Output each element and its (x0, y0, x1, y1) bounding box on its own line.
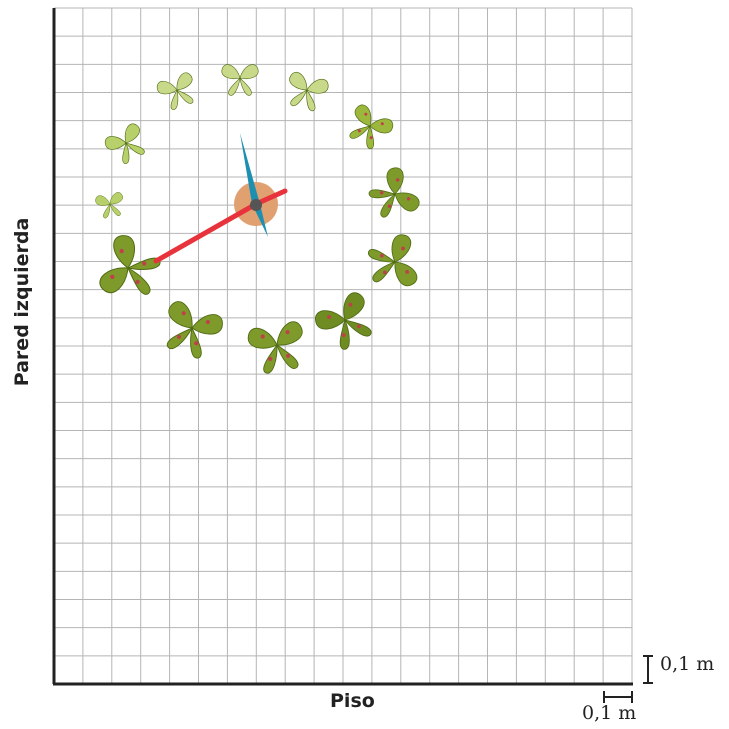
butterfly-spot (285, 330, 290, 335)
left-wall-label: Pared izquierda (11, 217, 33, 387)
butterfly (102, 121, 152, 169)
butterfly (154, 70, 201, 113)
butterfly-spot (194, 341, 199, 346)
butterfly-spot (379, 253, 384, 258)
butterfly-spot (176, 334, 181, 339)
butterfly (341, 102, 396, 154)
butterfly-spot (142, 261, 147, 266)
butterfly-spot (341, 333, 346, 338)
floor-label: Piso (330, 690, 375, 712)
butterfly-spot (379, 190, 384, 195)
horizontal-scale-label: 0,1 m (582, 702, 637, 724)
butterfly-spot (268, 356, 273, 361)
butterfly-spot (382, 270, 387, 275)
grid (53, 7, 633, 685)
butterfly-spot (406, 197, 411, 201)
butterfly-spot (387, 204, 392, 208)
butterfly (365, 232, 419, 293)
vertical-scale-bar (643, 655, 653, 684)
butterfly-spot (348, 302, 353, 307)
butterfly-ring (94, 64, 423, 376)
horizontal-scale-bar (603, 691, 633, 703)
butterfly-spot (327, 315, 331, 319)
butterfly-spot (286, 353, 291, 358)
butterfly-spot (110, 274, 115, 280)
scale-markers (603, 655, 653, 703)
butterfly-spot (135, 279, 140, 285)
butterfly-spot (357, 129, 361, 133)
butterfly-spot (369, 136, 373, 140)
butterfly-spot (405, 270, 409, 274)
butterfly-spot (380, 122, 384, 126)
butterfly (96, 232, 166, 307)
butterfly-spot (364, 112, 368, 116)
butterfly-spot (119, 248, 124, 254)
butterfly-spot (260, 334, 265, 339)
butterfly (156, 298, 226, 364)
butterfly-spot (401, 246, 405, 251)
axes (52, 8, 633, 686)
clock (153, 133, 288, 264)
short-clock-hand (240, 133, 268, 237)
butterfly-spot (181, 311, 186, 316)
long-clock-hand (153, 201, 259, 264)
clock-hub (250, 199, 262, 211)
vertical-scale-label: 0,1 m (660, 653, 715, 675)
butterfly-spot (356, 324, 361, 329)
butterfly-spot (395, 178, 400, 182)
butterfly-spot (205, 320, 210, 325)
